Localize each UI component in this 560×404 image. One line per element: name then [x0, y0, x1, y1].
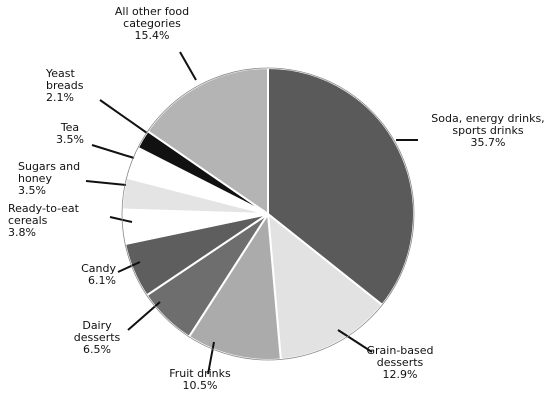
value-label: 6.5% — [83, 343, 111, 356]
category-name: Ready-to-eat cereals — [8, 202, 79, 227]
value-label: 12.9% — [382, 368, 418, 381]
category-name: Soda, energy drinks, sports drinks — [431, 112, 545, 137]
slice-label: Tea 3.5% — [48, 122, 92, 146]
leader-line — [337, 329, 373, 353]
category-name: Sugars and honey — [18, 160, 81, 185]
category-name: Grain-based desserts — [366, 344, 434, 369]
value-label: 35.7% — [470, 136, 506, 149]
value-label: 3.5% — [56, 133, 84, 146]
value-label: 10.5% — [182, 379, 218, 392]
slice-label: Soda, energy drinks, sports drinks 35.7% — [418, 113, 558, 149]
category-name: Fruit drinks — [169, 367, 231, 380]
value-label: 15.4% — [134, 29, 170, 42]
value-label: 3.8% — [8, 226, 36, 239]
slice-label: Candy 6.1% — [60, 263, 116, 287]
value-label: 6.1% — [88, 274, 116, 287]
category-name: Tea — [60, 121, 80, 134]
leader-line — [99, 99, 148, 134]
slice-label: Fruit drinks 10.5% — [160, 368, 240, 392]
leader-line — [91, 144, 135, 159]
slice-label: Grain-based desserts 12.9% — [360, 345, 440, 381]
leader-line — [85, 180, 127, 186]
value-label: 2.1% — [46, 91, 74, 104]
leader-line — [207, 341, 215, 375]
slice-label: All other food categories 15.4% — [92, 6, 212, 42]
slice-label: Dairy desserts 6.5% — [62, 320, 132, 356]
slice-label: Sugars and honey 3.5% — [18, 161, 88, 197]
category-name: All other food categories — [114, 5, 190, 30]
category-name: Yeast breads — [46, 67, 84, 92]
leader-line — [109, 216, 133, 223]
pie-outline — [121, 67, 415, 361]
slice-label: Yeast breads 2.1% — [46, 68, 102, 104]
slice-label: Ready-to-eat cereals 3.8% — [8, 203, 112, 239]
category-name: Candy — [81, 262, 116, 275]
value-label: 3.5% — [18, 184, 46, 197]
category-name: Dairy desserts — [73, 319, 121, 344]
leader-line — [179, 51, 197, 81]
leader-line — [117, 261, 141, 273]
